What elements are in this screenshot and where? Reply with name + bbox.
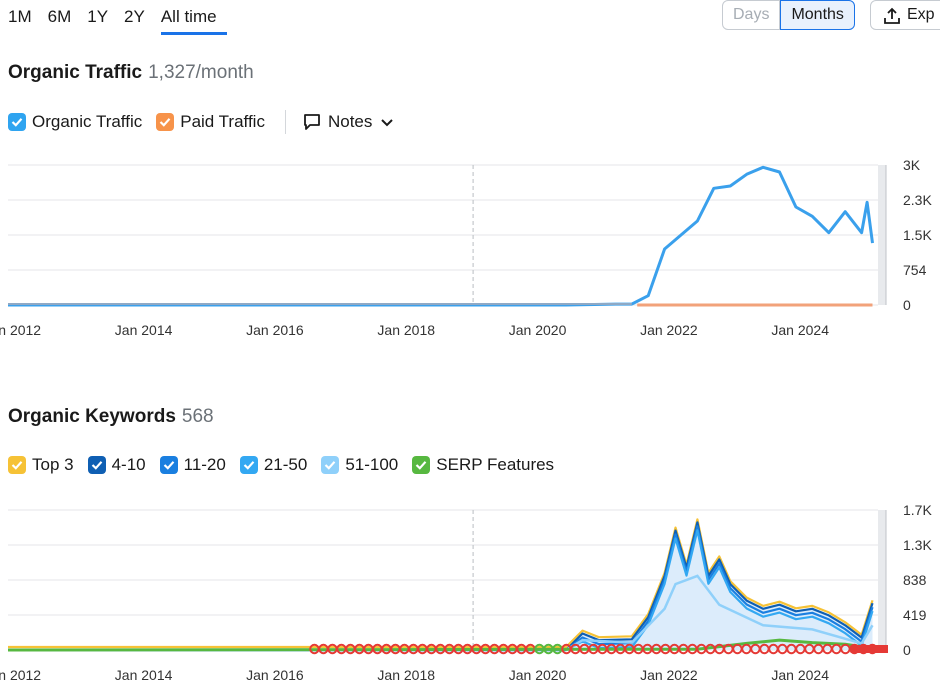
y-tick-label: 0 [903,297,911,313]
granularity-toggle: Days Months [722,0,855,30]
x-tick-label: Jan 2024 [771,667,829,683]
x-tick-label: Jan 2020 [509,667,567,683]
y-tick-label: 754 [903,262,927,278]
serp-marker-bar [850,645,888,653]
keywords-band-line [8,521,874,652]
chevron-down-icon [381,119,394,127]
checkbox-icon [156,113,175,131]
export-button[interactable]: Exp [870,0,940,30]
checkbox-icon [87,456,106,474]
range-tab-1y[interactable]: 1Y [87,7,109,26]
checkbox-icon [159,456,178,474]
legend-organic-traffic[interactable]: Organic Traffic [8,112,142,132]
range-tab-all-time[interactable]: All time [160,6,227,35]
range-tabs: 1M 6M 1Y 2Y All time [8,6,233,35]
y-tick-label: 1.5K [903,227,932,243]
y-tick-label: 3K [903,157,921,173]
toolbar: 1M 6M 1Y 2Y All time Days Months Exp [0,0,940,40]
legend-4-10[interactable]: 4-10 [87,455,146,475]
x-tick-label: Jan 2022 [640,322,698,338]
legend-11-20[interactable]: 11-20 [159,455,226,475]
legend-paid-traffic[interactable]: Paid Traffic [156,112,265,132]
months-button[interactable]: Months [780,0,855,30]
legend-label: Organic Traffic [32,112,143,131]
legend-51-100[interactable]: 51-100 [321,455,398,475]
legend-label: Top 3 [32,455,74,474]
x-tick-label: Jan 2016 [246,667,304,683]
y-tick-label: 2.3K [903,192,932,208]
legend-label: SERP Features [436,455,555,474]
keywords-area [8,522,873,650]
keywords-legend: Top 3 4-10 11-20 21-50 51-100 SERP Featu… [8,455,568,475]
x-tick-label: Jan 2014 [115,667,173,683]
legend-label: 21-50 [263,455,308,474]
y-tick-label: 1.3K [903,537,932,553]
range-tab-1m[interactable]: 1M [8,7,32,26]
traffic-title-text: Organic Traffic [8,62,143,83]
edge-band [878,165,886,305]
checkbox-icon [239,456,258,474]
traffic-metric: 1,327/month [148,62,254,83]
export-label: Exp [907,6,935,23]
x-tick-label: Jan 2022 [640,667,698,683]
x-tick-label: Jan 2014 [115,322,173,338]
keywords-band-line [8,525,874,652]
keywords-title-text: Organic Keywords [8,406,176,427]
x-tick-label: Jan 2018 [377,667,435,683]
x-tick-label: Jan 2018 [377,322,435,338]
checkbox-icon [8,113,26,131]
y-tick-label: 1.7K [903,502,932,518]
keywords-title: Organic Keywords 568 [8,406,214,428]
y-tick-label: 419 [903,607,927,623]
notes-dropdown[interactable]: Notes [302,112,394,132]
legend-label: Paid Traffic [180,112,265,131]
notes-label: Notes [327,112,373,131]
upload-icon [884,7,900,24]
organic-keywords-chart[interactable]: 0 419 838 1.3K 1.7K Jan 2012 Jan 2014 Jan 2016 J… [0,495,940,696]
checkbox-icon [321,456,340,474]
x-tick-label: Jan 2024 [771,322,829,338]
keywords-metric: 568 [181,406,214,427]
traffic-title: Organic Traffic 1,327/month [8,62,254,84]
traffic-legend: Organic Traffic Paid Traffic Notes [8,110,394,134]
y-tick-label: 0 [903,642,911,658]
days-button[interactable]: Days [722,0,781,30]
range-tab-2y[interactable]: 2Y [124,7,145,26]
x-tick-label: Jan 2012 [0,322,41,338]
keywords-51-100-line [565,574,874,652]
legend-label: 4-10 [111,455,146,474]
legend-21-50[interactable]: 21-50 [239,455,308,475]
comment-icon [304,114,320,130]
keywords-band-line [8,518,874,649]
x-tick-label: Jan 2020 [509,322,567,338]
x-tick-label: Jan 2012 [0,667,41,683]
legend-top-3[interactable]: Top 3 [8,455,74,475]
checkbox-icon [412,456,431,474]
legend-label: 51-100 [345,455,399,474]
edge-band [878,510,886,650]
legend-serp-features[interactable]: SERP Features [412,455,554,475]
legend-label: 11-20 [183,455,226,474]
x-tick-label: Jan 2016 [246,322,304,338]
checkbox-icon [8,456,26,474]
divider [284,110,286,134]
y-tick-label: 838 [903,572,927,588]
organic-traffic-line [8,165,874,307]
organic-traffic-chart[interactable]: 0 754 1.5K 2.3K 3K Jan 2012 Jan 2014 Jan 2016 Ja… [0,150,940,350]
range-tab-6m[interactable]: 6M [47,7,72,26]
